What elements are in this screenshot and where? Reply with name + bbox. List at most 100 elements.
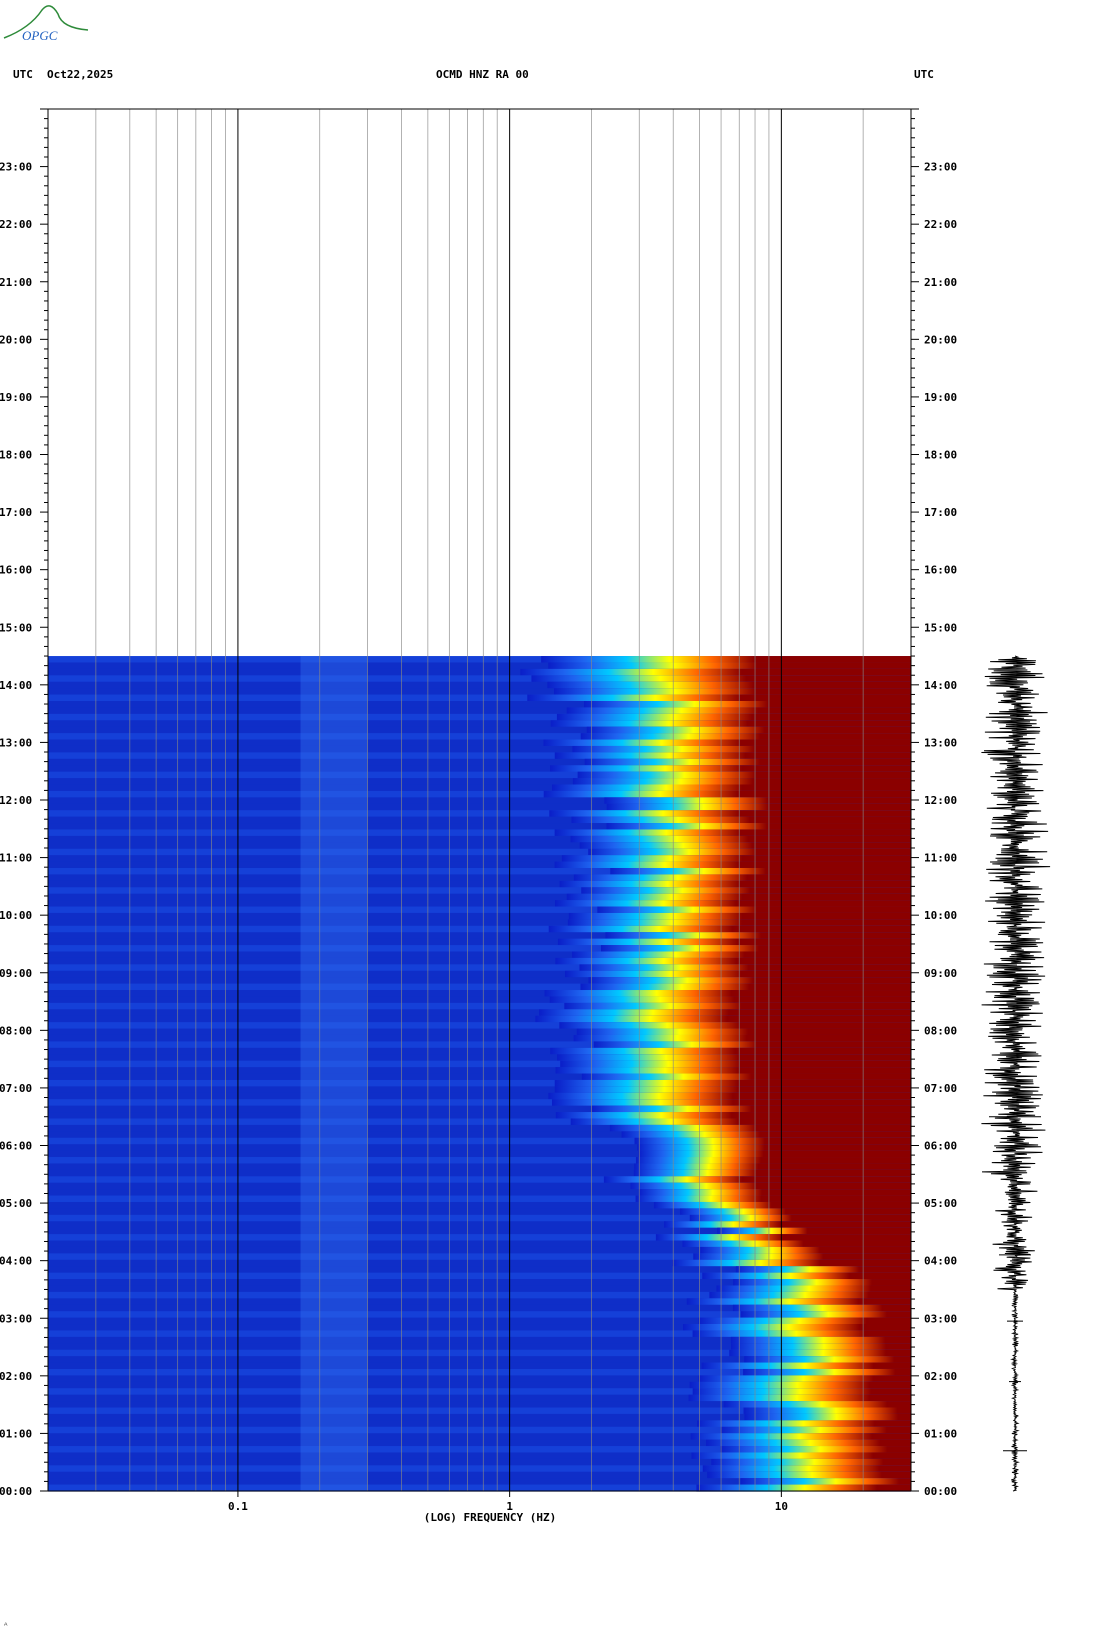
- spectrogram-row-energy: [555, 1112, 911, 1120]
- spectrogram-row-energy: [550, 720, 911, 728]
- time-tick-label-left: 05:00: [0, 1197, 32, 1210]
- spectrogram-row-base: [48, 1073, 911, 1081]
- spectrogram-row-base: [48, 1195, 911, 1203]
- spectrogram-row-base: [48, 771, 911, 779]
- spectrogram-row-base: [48, 1484, 911, 1492]
- spectrogram-row-energy: [570, 1118, 911, 1126]
- spectrogram-row-energy: [565, 970, 911, 978]
- time-tick-label-right: 09:00: [924, 967, 957, 980]
- spectrogram-row-base: [48, 1144, 911, 1152]
- spectrogram-row-base: [48, 1336, 911, 1344]
- spectrogram-row-energy: [560, 1060, 911, 1068]
- spectrogram-row-base: [48, 1015, 911, 1023]
- spectrogram-row-energy: [566, 707, 911, 715]
- spectrogram-row-energy: [717, 1227, 911, 1235]
- spectrogram-row-base: [48, 1227, 911, 1235]
- spectrogram-row-energy: [554, 829, 911, 837]
- spectrogram-row-base: [48, 874, 911, 882]
- spectrogram-row-energy: [539, 1009, 911, 1017]
- time-tick-label-left: 22:00: [0, 218, 32, 231]
- spectrogram-row-energy: [653, 1201, 911, 1209]
- spectrogram-row-base: [48, 1092, 911, 1100]
- spectrogram-row-energy: [743, 1407, 911, 1415]
- time-tick-label-right: 15:00: [924, 621, 957, 634]
- spectrogram-row-base: [48, 1330, 911, 1338]
- spectrogram-row-base: [48, 1259, 911, 1267]
- spectrogram-row-energy: [702, 1465, 911, 1473]
- spectrogram-row-base: [48, 1163, 911, 1171]
- spectrogram-row-base: [48, 784, 911, 792]
- spectrogram-row-energy: [682, 1240, 911, 1248]
- spectrogram-row-energy: [543, 739, 911, 747]
- time-tick-label-right: 17:00: [924, 506, 957, 519]
- spectrogram-row-energy: [554, 1086, 911, 1094]
- spectrogram-row-base: [48, 1285, 911, 1293]
- spectrogram-row-energy: [634, 1163, 911, 1171]
- spectrogram-row-energy: [606, 803, 911, 811]
- spectrogram-row-energy: [573, 1034, 911, 1043]
- spectrogram-row-base: [48, 1407, 911, 1415]
- spectrogram-row-base: [48, 688, 911, 696]
- time-tick-label-left: 02:00: [0, 1370, 32, 1383]
- spectrogram-row-energy: [553, 688, 911, 696]
- header-left-tz: UTC: [13, 68, 33, 81]
- spectrogram-row-energy: [740, 1478, 911, 1486]
- spectrogram-row-base: [48, 1452, 911, 1460]
- spectrogram-row-base: [48, 925, 911, 933]
- spectrogram-row-base: [48, 1381, 911, 1389]
- spectrogram-row-energy: [698, 1375, 911, 1383]
- spectrogram-row-base: [48, 1471, 911, 1479]
- spectrogram-row-energy: [688, 1394, 911, 1402]
- time-tick-label-left: 01:00: [0, 1427, 32, 1440]
- time-tick-label-left: 11:00: [0, 852, 32, 865]
- spectrogram-row-base: [48, 1221, 911, 1229]
- spectrogram-row-energy: [693, 1253, 911, 1261]
- time-tick-label-left: 16:00: [0, 564, 32, 577]
- spectrogram-row-base: [48, 1465, 911, 1473]
- frequency-axis: 0.1 1 10: [228, 1491, 788, 1513]
- frequency-tick-label: 1: [506, 1500, 513, 1513]
- spectrogram-row-base: [48, 1176, 911, 1184]
- spectrogram-row-base: [48, 662, 911, 670]
- spectrogram-row-energy: [559, 1022, 911, 1030]
- spectrogram-row-energy: [549, 810, 911, 818]
- time-tick-label-right: 14:00: [924, 679, 957, 692]
- time-tick-label-right: 23:00: [924, 161, 957, 174]
- frequency-gridlines: [95, 109, 864, 1491]
- spectrogram-row-energy: [691, 1452, 911, 1460]
- spectrogram-row-energy: [554, 861, 911, 869]
- time-tick-label-right: 07:00: [924, 1082, 957, 1095]
- spectrogram-row-energy: [550, 1047, 911, 1055]
- spectrogram-row-energy: [549, 996, 911, 1004]
- header-right-tz: UTC: [914, 68, 934, 81]
- spectrogram-row-base: [48, 1054, 911, 1062]
- spectrogram-row-base: [48, 1317, 911, 1325]
- time-tick-label-right: 01:00: [924, 1427, 957, 1440]
- spectrogram-row-base: [48, 681, 911, 689]
- spectrogram-row-energy: [579, 964, 911, 972]
- spectrogram-row-energy: [706, 1439, 911, 1447]
- time-tick-label-right: 13:00: [924, 736, 957, 749]
- spectrogram-row-base: [48, 977, 911, 985]
- spectrogram-row-base: [48, 1368, 911, 1376]
- time-axis-left: 00:00 01:00 02:00 03:00 04:00 05:00 06:00 07:00…: [0, 108, 48, 1498]
- spectrogram-row-energy: [723, 1401, 911, 1409]
- spectrogram-row-energy: [584, 758, 911, 766]
- x-axis-label: (LOG) FREQUENCY (HZ): [424, 1511, 556, 1524]
- spectrogram-row-base: [48, 733, 911, 741]
- spectrogram-row-base: [48, 803, 911, 811]
- spectrogram-row-energy: [692, 1330, 911, 1338]
- time-tick-label-right: 18:00: [924, 449, 957, 462]
- spectrogram-row-base: [48, 1298, 911, 1306]
- time-tick-label-right: 19:00: [924, 391, 957, 404]
- spectrogram-row-base: [48, 720, 911, 728]
- spectrogram-row-base: [48, 1433, 911, 1441]
- spectrogram-row-base: [48, 1157, 911, 1165]
- spectrogram-row-base: [48, 1009, 911, 1017]
- spectrogram-row-base: [48, 938, 911, 946]
- spectrogram-row-energy: [729, 1349, 911, 1357]
- spectrogram-row-energy: [637, 1144, 911, 1152]
- spectrogram-row-base: [48, 1028, 911, 1036]
- spectrogram-row-energy: [707, 1471, 911, 1479]
- spectrogram-row-base: [48, 1105, 911, 1113]
